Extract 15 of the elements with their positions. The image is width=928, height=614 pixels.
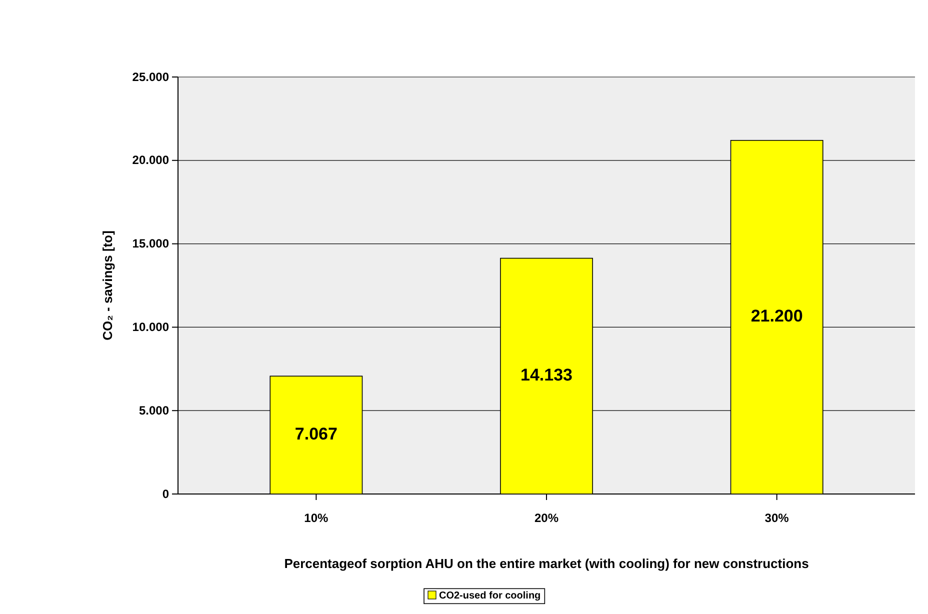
data-label: 21.200 [750, 306, 803, 326]
data-label: 14.133 [520, 366, 572, 385]
legend-label: CO2-used for cooling [439, 590, 541, 602]
y-tick-label: 20.000 [132, 153, 170, 168]
x-tick-label: 20% [534, 511, 559, 526]
y-tick-label: 25.000 [132, 70, 170, 84]
data-label: 7.067 [294, 424, 338, 444]
x-tick-label: 10% [304, 511, 329, 526]
x-axis-title: Percentageof sorption AHU on the entire market (with cooling) for new constructions [284, 556, 809, 571]
y-tick-label: 10.000 [132, 320, 170, 334]
y-tick-label: 15.000 [132, 236, 170, 251]
y-axis-title: CO₂ - savings [to] [100, 230, 115, 340]
x-tick-label: 30% [764, 511, 790, 526]
y-tick-label: 0 [162, 486, 170, 501]
y-tick-label: 5.000 [138, 403, 170, 418]
